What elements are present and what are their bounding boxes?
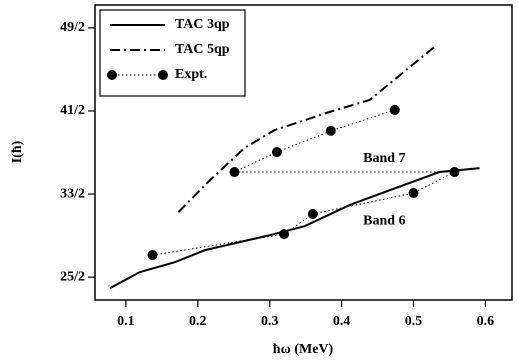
legend-label: TAC 3qp	[175, 17, 230, 32]
data-point	[229, 167, 240, 178]
data-point	[271, 147, 282, 158]
data-point	[279, 229, 290, 240]
annotation: Band 6	[363, 213, 405, 228]
legend-label: TAC 5qp	[175, 42, 230, 57]
x-tick-label: 0.2	[189, 314, 207, 329]
legend-marker	[158, 70, 168, 80]
data-point	[307, 208, 318, 219]
x-tick-label: 0.1	[117, 314, 135, 329]
x-tick-label: 0.6	[477, 314, 495, 329]
data-point	[408, 188, 419, 199]
data-point	[389, 104, 400, 115]
data-point	[147, 250, 158, 261]
y-axis-label: I(ħ)	[10, 140, 25, 163]
annotation: Band 7	[363, 151, 405, 166]
y-tick-label: 33/2	[60, 186, 85, 201]
plot-frame	[94, 4, 513, 301]
x-tick-label: 0.5	[405, 314, 423, 329]
data-point	[449, 167, 460, 178]
x-tick-label: 0.4	[333, 314, 351, 329]
data-point	[325, 125, 336, 136]
legend-box	[99, 9, 246, 97]
legend-marker	[107, 70, 117, 80]
legend-label: Expt.	[175, 67, 207, 82]
series-line	[109, 167, 480, 290]
y-tick-label: 41/2	[60, 103, 85, 118]
x-tick-label: 0.3	[261, 314, 279, 329]
y-tick-label: 25/2	[60, 269, 85, 284]
x-axis-label: ħω (MeV)	[273, 342, 334, 357]
series-line	[177, 46, 435, 213]
y-tick-label: 49/2	[60, 20, 85, 35]
